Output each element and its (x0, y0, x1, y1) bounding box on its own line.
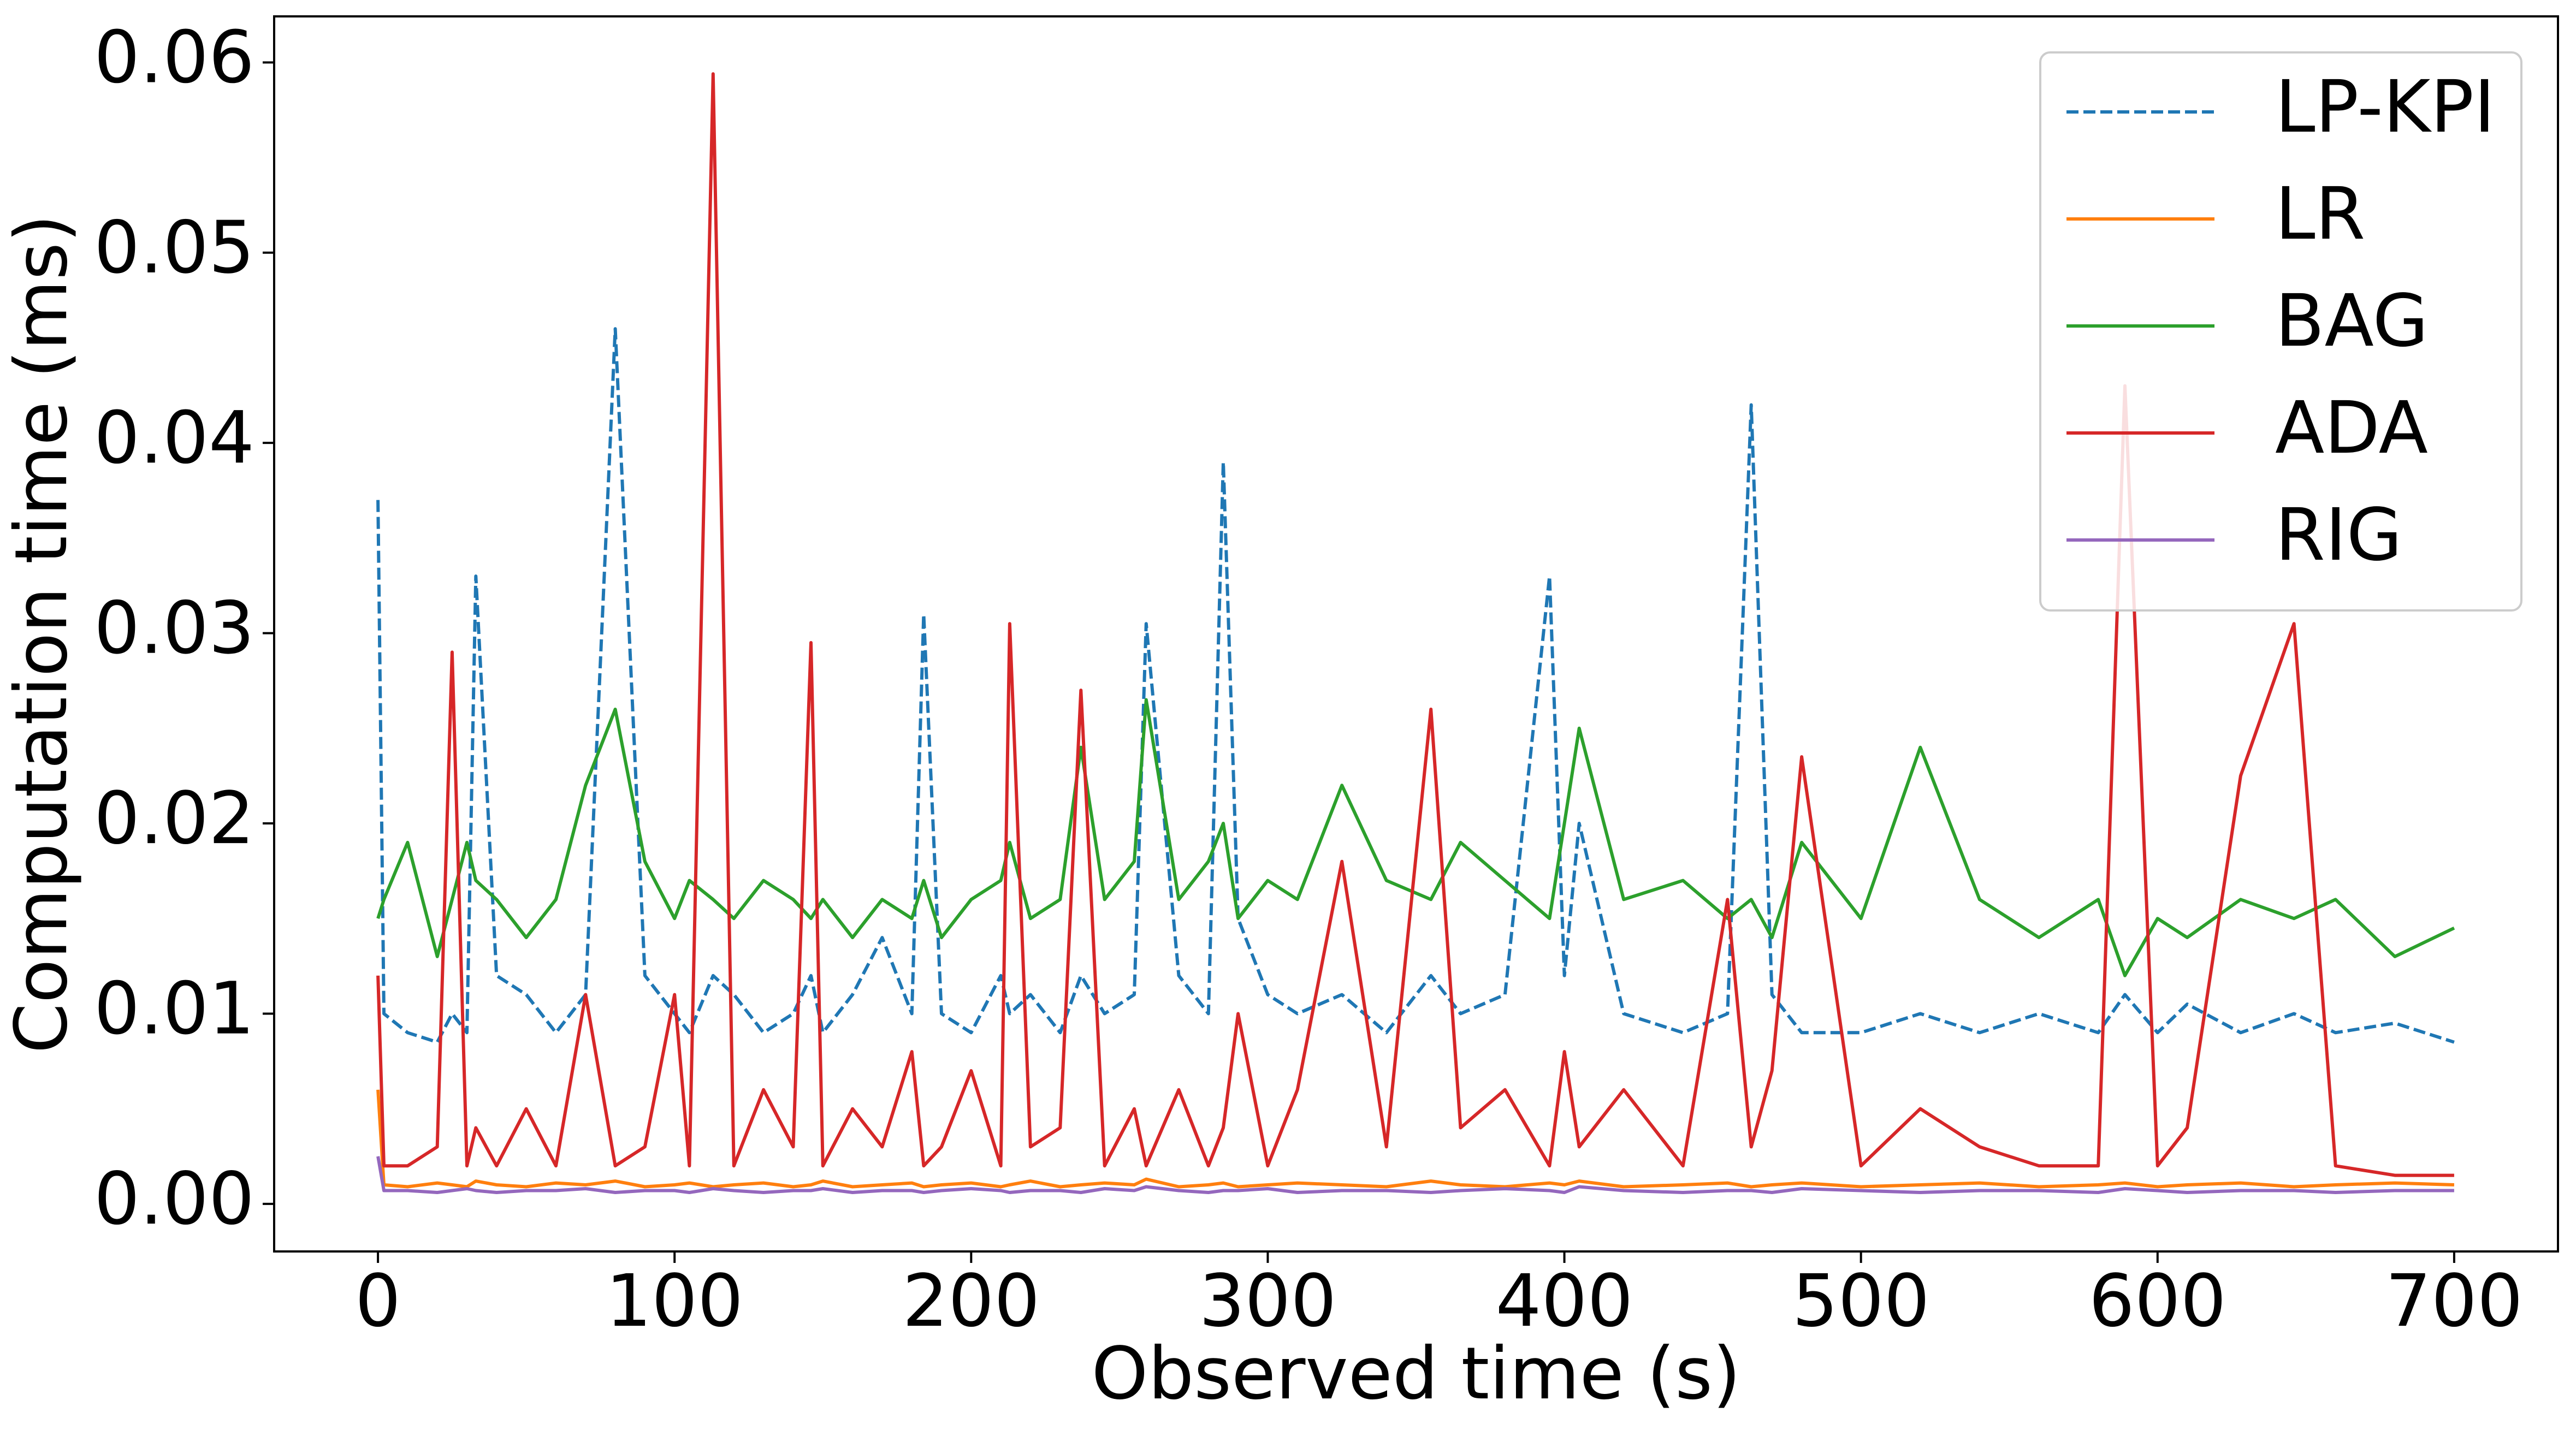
y-tick-label: 0.01 (94, 967, 254, 1051)
plot-frame (273, 15, 2559, 1253)
legend-label: RIG (2275, 493, 2402, 577)
x-tick-label: 300 (1199, 1259, 1336, 1343)
legend-label: BAG (2275, 279, 2429, 363)
x-tick-label: 500 (1792, 1259, 1930, 1343)
series-line (376, 327, 2455, 1044)
series-line (376, 1089, 2454, 1189)
series-line (376, 1156, 2454, 1194)
x-tick-label: 0 (355, 1259, 401, 1343)
x-tick-label: 600 (2089, 1259, 2226, 1343)
y-tick-label: 0.00 (94, 1157, 254, 1241)
legend-label: LP-KPI (2275, 65, 2495, 149)
x-tick-label: 700 (2385, 1259, 2523, 1343)
series-line (376, 72, 2454, 1177)
x-tick-label: 100 (606, 1259, 743, 1343)
x-tick-label: 400 (1496, 1259, 1633, 1343)
legend-label: ADA (2275, 386, 2428, 470)
y-tick-label: 0.05 (94, 206, 254, 290)
x-axis-label: Observed time (s) (1092, 1332, 1741, 1416)
series-line (376, 698, 2455, 977)
legend-label: LR (2275, 172, 2365, 256)
y-axis-label: Computation time (ms) (0, 215, 84, 1054)
y-tick-label: 0.04 (94, 396, 254, 480)
legend-box (2039, 51, 2522, 612)
y-tick-label: 0.03 (94, 586, 254, 670)
y-tick-label: 0.06 (94, 15, 254, 99)
x-tick-label: 200 (902, 1259, 1040, 1343)
y-tick-label: 0.02 (94, 776, 254, 861)
